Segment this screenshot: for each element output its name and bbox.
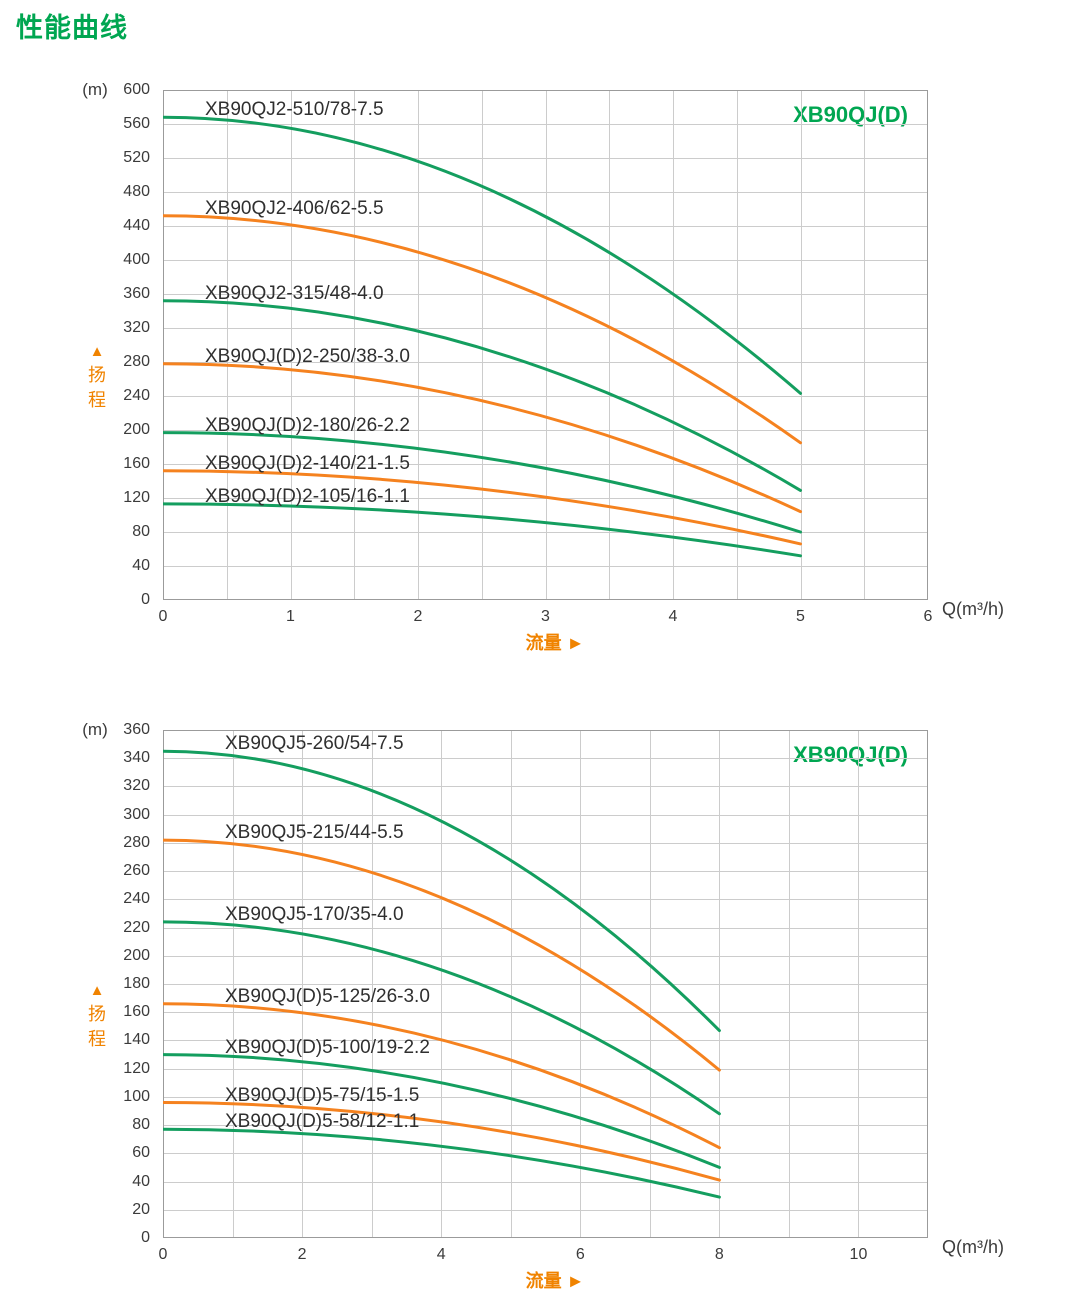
y-tick-label: 40 xyxy=(132,557,150,574)
y-tick-label: 40 xyxy=(132,1172,150,1190)
x-tick-label: 6 xyxy=(923,608,933,625)
curve-label: XB90QJ2-315/48-4.0 xyxy=(205,282,384,304)
x-tick-label: 4 xyxy=(668,608,678,625)
curve-label: XB90QJ(D)2-140/21-1.5 xyxy=(205,452,410,474)
x-tick-label: 4 xyxy=(436,1246,446,1263)
y-tick-label: 0 xyxy=(141,591,150,608)
y-axis-label: ▲ 扬程 xyxy=(84,980,110,1052)
x-axis-label: 流量 ► xyxy=(525,633,585,653)
curve-label: XB90QJ5-170/35-4.0 xyxy=(225,903,404,925)
y-tick-label: 160 xyxy=(123,1003,150,1021)
curve-label: XB90QJ(D)5-125/26-3.0 xyxy=(225,985,430,1007)
pump-curve xyxy=(163,838,721,1072)
pump-curve xyxy=(163,115,802,395)
y-tick-label: 600 xyxy=(123,81,150,98)
series-family-label: XB90QJ(D) xyxy=(793,742,908,767)
y-tick-label: 120 xyxy=(123,489,150,506)
y-tick-label: 360 xyxy=(123,285,150,302)
curve-label: XB90QJ(D)2-180/26-2.2 xyxy=(205,414,410,436)
pump-curve xyxy=(163,362,802,514)
plot-area xyxy=(163,730,928,1238)
y-tick-label: 240 xyxy=(123,890,150,908)
x-tick-label: 0 xyxy=(158,1246,168,1263)
y-tick-label: 320 xyxy=(123,319,150,336)
up-triangle-icon: ▲ xyxy=(89,982,105,999)
y-unit-label: (m) xyxy=(82,720,108,739)
x-unit-label: Q(m³/h) xyxy=(942,1237,1004,1257)
x-tick-label: 0 xyxy=(158,608,168,625)
y-tick-label: 200 xyxy=(123,946,150,964)
y-axis-label-text: 扬程 xyxy=(88,1004,106,1049)
up-triangle-icon: ▲ xyxy=(89,343,105,360)
curve-label: XB90QJ(D)2-105/16-1.1 xyxy=(205,485,410,507)
y-tick-label: 400 xyxy=(123,251,150,268)
x-tick-label: 2 xyxy=(413,608,423,625)
pump-curve xyxy=(163,214,802,445)
x-tick-label: 2 xyxy=(297,1246,307,1263)
y-tick-label: 20 xyxy=(132,1200,150,1218)
y-tick-label: 280 xyxy=(123,353,150,370)
y-tick-label: 180 xyxy=(123,975,150,992)
y-tick-label: 360 xyxy=(123,721,150,738)
y-tick-label: 80 xyxy=(132,1116,150,1134)
pump-curve xyxy=(163,920,721,1116)
y-tick-label: 320 xyxy=(123,777,150,795)
y-tick-label: 220 xyxy=(123,918,150,936)
y-tick-label: 240 xyxy=(123,387,150,404)
pump-curve xyxy=(163,1053,721,1169)
pump-curve xyxy=(163,1002,721,1150)
y-tick-label: 60 xyxy=(132,1144,150,1162)
curve-label: XB90QJ5-260/54-7.5 xyxy=(225,733,404,755)
y-axis-label-text: 扬程 xyxy=(88,365,106,410)
curve-label: XB90QJ(D)5-75/15-1.5 xyxy=(225,1084,420,1106)
plot-border xyxy=(163,730,928,1238)
curve-label: XB90QJ2-510/78-7.5 xyxy=(205,99,384,121)
x-tick-label: 5 xyxy=(796,608,805,625)
y-tick-label: 80 xyxy=(132,523,150,540)
y-tick-label: 340 xyxy=(123,749,150,767)
y-unit-label: (m) xyxy=(82,80,108,99)
curve-label: XB90QJ(D)5-100/19-2.2 xyxy=(225,1036,430,1058)
pump-curve xyxy=(163,1127,721,1199)
x-unit-label: Q(m³/h) xyxy=(942,599,1004,619)
pump-curve xyxy=(163,431,802,534)
curve-label: XB90QJ(D)5-58/12-1.1 xyxy=(225,1111,420,1133)
y-tick-label: 140 xyxy=(123,1031,150,1049)
x-tick-label: 8 xyxy=(714,1246,724,1263)
x-tick-label: 6 xyxy=(575,1246,585,1263)
curve-label: XB90QJ(D)2-250/38-3.0 xyxy=(205,345,410,367)
y-tick-label: 300 xyxy=(123,805,150,823)
x-axis-label: 流量 ► xyxy=(525,1271,585,1291)
series-family-label: XB90QJ(D) xyxy=(793,102,908,127)
pump-curve xyxy=(163,749,721,1033)
x-tick-label: 1 xyxy=(286,608,295,625)
pump-curve xyxy=(163,469,802,546)
y-tick-label: 280 xyxy=(123,833,150,851)
curve-label: XB90QJ2-406/62-5.5 xyxy=(205,197,384,219)
y-tick-label: 560 xyxy=(123,115,150,132)
x-tick-label: 3 xyxy=(541,608,550,625)
x-tick-label: 10 xyxy=(849,1246,868,1263)
page-title: 性能曲线 xyxy=(16,13,128,43)
plot-area xyxy=(163,90,928,600)
y-axis-label: ▲ 扬程 xyxy=(84,341,110,413)
pump-curve xyxy=(163,299,802,492)
y-tick-label: 260 xyxy=(123,862,150,880)
y-tick-label: 520 xyxy=(123,149,150,166)
plot-border xyxy=(163,90,928,600)
y-tick-label: 200 xyxy=(123,421,150,438)
pump-curve xyxy=(163,502,802,558)
y-tick-label: 0 xyxy=(141,1229,150,1246)
y-tick-label: 440 xyxy=(123,217,150,234)
y-tick-label: 120 xyxy=(123,1059,150,1077)
curve-label: XB90QJ5-215/44-5.5 xyxy=(225,822,404,844)
pump-curve xyxy=(163,1101,721,1182)
y-tick-label: 160 xyxy=(123,455,150,472)
y-tick-label: 100 xyxy=(123,1087,150,1105)
y-tick-label: 480 xyxy=(123,183,150,200)
